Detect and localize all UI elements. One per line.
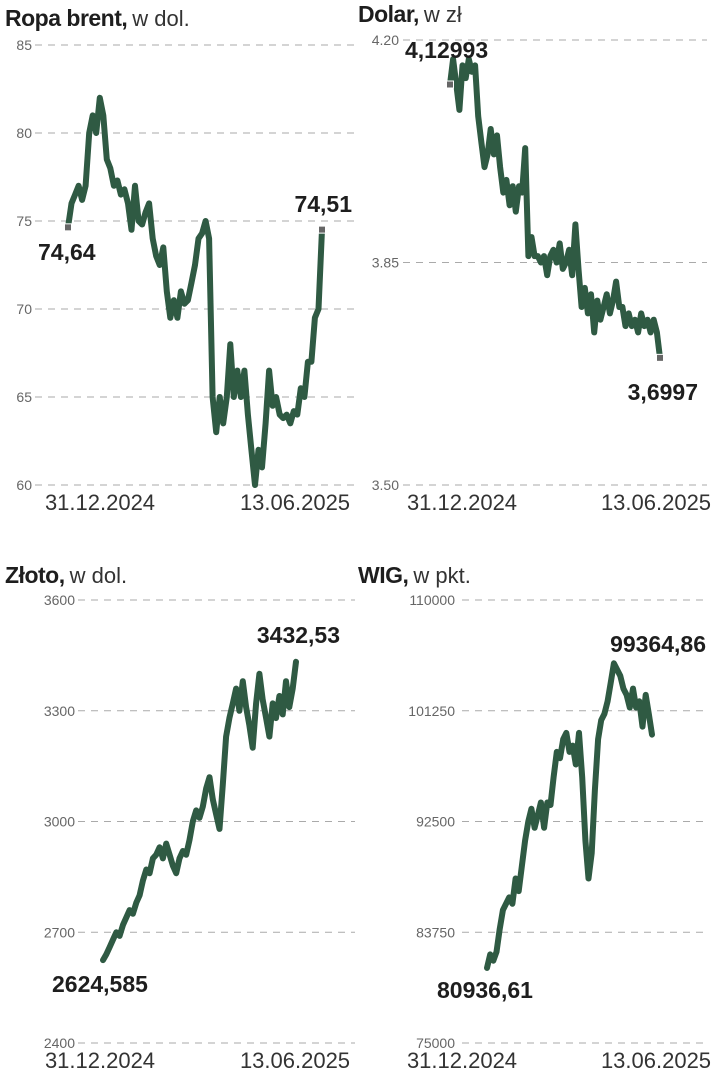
x-tick-label: 13.06.2025	[601, 490, 711, 515]
chart-title-main: Złoto,	[5, 562, 65, 588]
x-tick-label: 13.06.2025	[240, 1048, 350, 1073]
chart-title-main: Ropa brent,	[5, 5, 127, 31]
y-tick-label: 85	[16, 37, 32, 53]
series-line	[100, 658, 299, 964]
x-tick-label: 13.06.2025	[601, 1048, 711, 1073]
chart-title: Złoto, w dol.	[5, 562, 127, 588]
series-line	[65, 94, 325, 488]
chart-title: WIG, w pkt.	[358, 562, 471, 588]
end-value-label: 74,51	[294, 191, 352, 217]
chart-title: Dolar, w zł	[358, 1, 462, 27]
y-tick-label: 3.85	[372, 255, 399, 271]
y-tick-label: 80	[16, 125, 32, 141]
y-tick-label: 75000	[416, 1035, 455, 1051]
chart-title-unit: w zł	[423, 2, 462, 27]
y-tick-label: 101250	[408, 703, 455, 719]
chart-panel-3: Złoto, w dol. 3600 3300 3000 2700 240031.12.20…	[5, 562, 355, 1073]
end-value-label: 3432,53	[257, 622, 340, 648]
x-tick-label: 31.12.2024	[45, 1048, 155, 1073]
y-tick-label: 2400	[44, 1035, 75, 1051]
end-value-label: 3,6997	[628, 379, 698, 405]
y-tick-label: 92500	[416, 814, 455, 830]
chart-title-main: Dolar,	[358, 1, 419, 27]
chart-title-unit: w dol.	[69, 563, 127, 588]
chart-panel-1: Ropa brent, w dol. 85 80 75 70 65 60 31.12.2024 1…	[5, 5, 355, 515]
chart-title-unit: w dol.	[131, 6, 189, 31]
endpoint-marker	[656, 353, 664, 362]
series-line	[447, 56, 663, 361]
start-value-label: 4,12993	[405, 37, 488, 63]
start-value-label: 80936,61	[437, 977, 533, 1003]
start-value-label: 2624,585	[52, 971, 148, 997]
y-tick-label: 3.50	[372, 477, 399, 493]
endpoint-marker	[318, 225, 326, 234]
x-tick-label: 31.12.2024	[407, 1048, 517, 1073]
chart-title-unit: w pkt.	[412, 563, 470, 588]
end-value-label: 99364,86	[610, 631, 706, 657]
y-tick-label: 70	[16, 301, 32, 317]
y-tick-label: 2700	[44, 924, 75, 940]
y-tick-label: 110000	[409, 592, 455, 608]
chart-panel-2: Dolar, w zł 4.20 3.85 3.50 31.12.2024 13.06.20…	[358, 1, 711, 515]
y-tick-label: 3600	[44, 592, 75, 608]
series-line	[484, 660, 655, 971]
y-tick-label: 3000	[44, 814, 75, 830]
chart-title: Ropa brent, w dol.	[5, 5, 190, 31]
x-tick-label: 13.06.2025	[240, 490, 350, 515]
start-value-label: 74,64	[38, 239, 96, 265]
chart-panel-4: WIG, w pkt. 110000 101250 92500 83750 7500031.…	[358, 562, 711, 1073]
chart-title-main: WIG,	[358, 562, 408, 588]
y-tick-label: 83750	[416, 924, 455, 940]
x-tick-label: 31.12.2024	[45, 490, 155, 515]
y-tick-label: 4.20	[372, 32, 399, 48]
endpoint-marker	[446, 80, 454, 89]
endpoint-marker	[64, 223, 72, 232]
y-tick-label: 75	[16, 213, 32, 229]
x-tick-label: 31.12.2024	[407, 490, 517, 515]
y-tick-label: 60	[16, 477, 32, 493]
y-tick-label: 3300	[44, 703, 75, 719]
y-tick-label: 65	[16, 389, 32, 405]
